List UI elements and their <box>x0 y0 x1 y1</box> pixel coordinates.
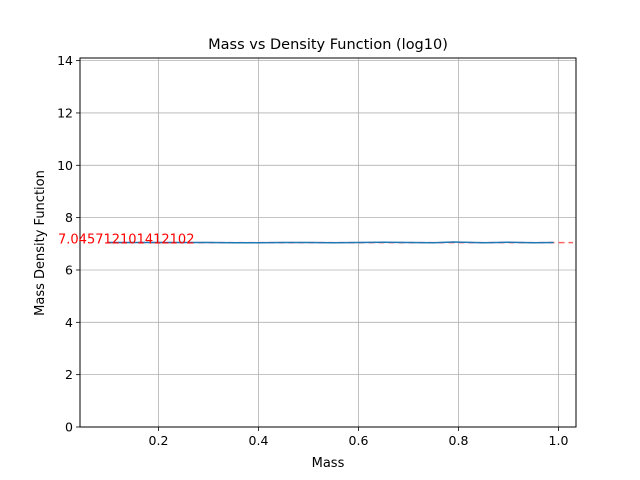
chart-title: Mass vs Density Function (log10) <box>208 37 448 53</box>
y-tick-label: 4 <box>65 315 73 330</box>
x-tick-label: 0.4 <box>249 433 269 448</box>
y-tick-label: 10 <box>57 158 73 173</box>
x-tick-label: 0.8 <box>449 433 469 448</box>
y-tick-label: 2 <box>65 367 73 382</box>
y-tick-label: 12 <box>57 105 73 120</box>
y-tick-label: 6 <box>65 262 73 277</box>
x-axis-label: Mass <box>312 456 345 471</box>
y-axis-ticks: 0 2 4 6 8 10 12 14 <box>57 53 80 435</box>
x-tick-label: 0.2 <box>149 433 169 448</box>
y-tick-label: 8 <box>65 210 73 225</box>
axes-frame <box>79 57 577 428</box>
y-tick-label: 14 <box>57 53 73 68</box>
y-tick-label: 0 <box>65 420 73 435</box>
y-axis-label: Mass Density Function <box>33 170 48 316</box>
x-axis-ticks: 0.2 0.4 0.6 0.8 1.0 <box>149 427 569 448</box>
reference-value-annotation: 7.045712101412102 <box>58 233 194 248</box>
density-series-line <box>108 241 554 244</box>
x-tick-label: 0.6 <box>349 433 369 448</box>
plot-area <box>108 241 573 244</box>
x-tick-label: 1.0 <box>549 433 569 448</box>
